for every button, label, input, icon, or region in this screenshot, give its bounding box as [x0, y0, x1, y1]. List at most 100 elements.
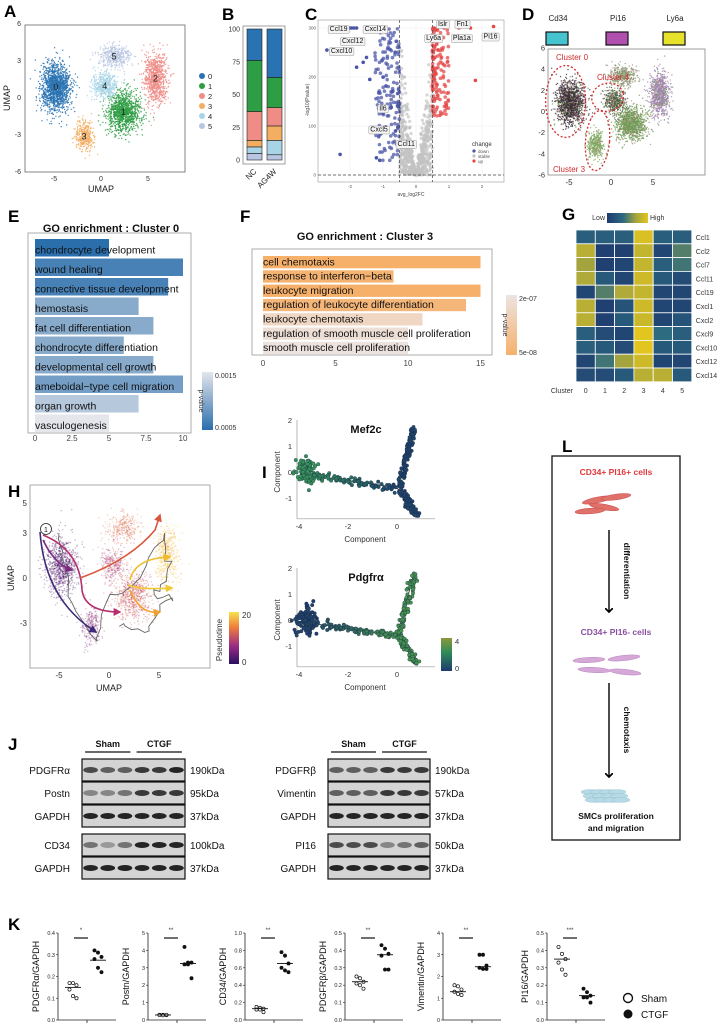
- cell-point: [35, 99, 37, 102]
- cell-point: [108, 99, 110, 102]
- cell-point: [95, 76, 98, 78]
- category-label: AG4W: [255, 167, 278, 190]
- cluster-label: 2: [153, 74, 158, 84]
- cell-point: [140, 118, 143, 120]
- cell-point: [149, 65, 151, 68]
- cell-point: [105, 72, 107, 75]
- cell-point: [45, 96, 47, 99]
- cell-point: [89, 58, 92, 61]
- cell-point: [58, 109, 60, 111]
- cell-point: [38, 93, 40, 95]
- cell-point: [121, 123, 123, 126]
- cell-point: [157, 63, 159, 66]
- x-tick: 0: [99, 176, 103, 183]
- cell-point: [119, 125, 122, 127]
- cell-point: [100, 90, 103, 93]
- cell-point: [127, 113, 130, 116]
- cell-point: [108, 114, 110, 116]
- cell-point: [73, 107, 75, 109]
- cell-point: [49, 122, 51, 125]
- cell-point: [158, 99, 161, 101]
- cell-point: [103, 44, 106, 47]
- cell-point: [116, 48, 119, 50]
- cell-point: [124, 50, 126, 52]
- cell-point: [82, 119, 84, 121]
- panel-label: G: [562, 205, 575, 224]
- cell-point: [118, 48, 121, 51]
- cell-point: [68, 65, 71, 67]
- cell-point: [92, 82, 94, 84]
- cell-point: [43, 70, 46, 73]
- cell-point: [111, 82, 113, 84]
- cell-point: [148, 65, 150, 67]
- cell-point: [142, 81, 144, 83]
- cell-point: [67, 106, 69, 109]
- cell-point: [140, 101, 142, 103]
- cell-point: [104, 103, 106, 106]
- cell-point: [71, 77, 73, 80]
- cell-point: [47, 90, 49, 92]
- cell-point: [68, 71, 71, 73]
- cell-point: [149, 64, 152, 66]
- cell-point: [54, 100, 57, 102]
- cell-point: [46, 58, 49, 61]
- cell-point: [141, 134, 144, 136]
- cell-point: [97, 78, 100, 80]
- cell-point: [49, 83, 51, 85]
- cell-point: [153, 58, 156, 60]
- bar-segment-AG4W-cluster-5: [266, 154, 283, 161]
- cell-point: [135, 99, 138, 102]
- cell-point: [64, 72, 66, 74]
- cell-point: [117, 124, 120, 126]
- cell-point: [145, 60, 147, 62]
- cell-point: [47, 97, 49, 100]
- cell-point: [51, 58, 53, 60]
- cell-point: [113, 80, 115, 82]
- cell-point: [57, 71, 59, 74]
- cell-point: [47, 77, 50, 79]
- cell-point: [76, 84, 78, 87]
- cell-point: [140, 86, 143, 89]
- cell-point: [58, 100, 60, 102]
- cell-point: [105, 109, 107, 112]
- cell-point: [56, 75, 59, 78]
- cell-point: [152, 99, 155, 102]
- cell-point: [106, 96, 108, 98]
- cell-point: [116, 115, 118, 117]
- cell-point: [66, 72, 68, 74]
- cell-point: [164, 92, 167, 94]
- cell-point: [41, 87, 43, 89]
- bar-segment-NC-cluster-1: [246, 60, 263, 112]
- cell-point: [121, 137, 123, 140]
- cell-point: [142, 116, 145, 119]
- cell-point: [120, 48, 122, 50]
- cell-point: [93, 80, 96, 82]
- cell-point: [37, 80, 40, 83]
- cell-point: [72, 86, 74, 89]
- cell-point: [160, 62, 163, 64]
- cell-point: [167, 86, 169, 88]
- cell-point: [38, 90, 41, 92]
- cell-point: [137, 126, 139, 128]
- cell-point: [121, 92, 123, 94]
- cell-point: [98, 90, 101, 92]
- cell-point: [96, 153, 99, 155]
- cell-point: [151, 66, 153, 69]
- cell-point: [62, 76, 65, 79]
- cell-point: [70, 83, 73, 85]
- cell-point: [128, 122, 131, 125]
- cell-point: [79, 121, 81, 124]
- cell-point: [60, 106, 62, 109]
- cell-point: [97, 54, 100, 56]
- cell-point: [119, 91, 122, 93]
- cell-point: [104, 52, 107, 54]
- cell-point: [112, 87, 114, 89]
- cell-point: [53, 93, 56, 96]
- cell-point: [66, 77, 68, 79]
- cell-point: [157, 100, 159, 102]
- cell-point: [55, 95, 57, 97]
- cell-point: [43, 77, 45, 80]
- legend-swatch: [199, 103, 205, 109]
- cell-point: [109, 128, 111, 130]
- cell-point: [108, 89, 111, 92]
